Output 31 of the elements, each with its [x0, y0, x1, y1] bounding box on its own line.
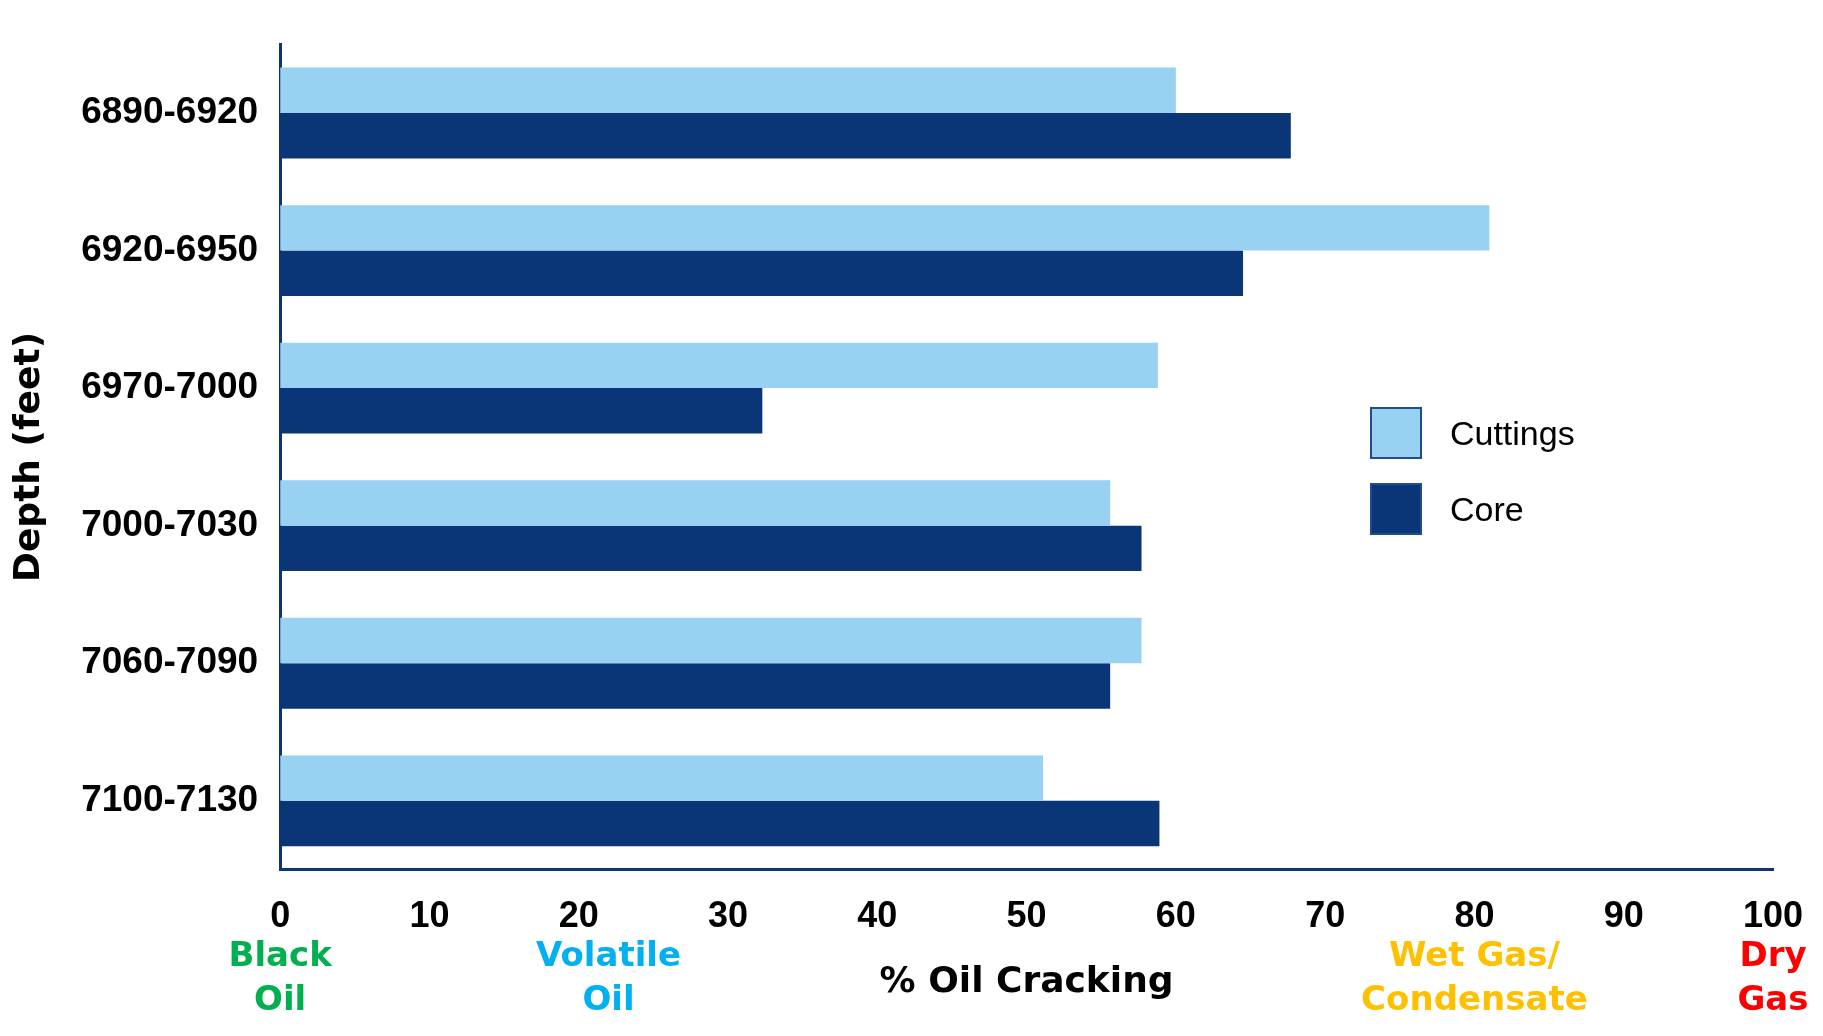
text: Black Oil [228, 934, 334, 1019]
bar [280, 480, 1111, 526]
y-tick-label: 7060-7090 [81, 640, 259, 682]
text: Wet Gas/ Condensate [1361, 934, 1588, 1019]
x-tick-label: 40 [857, 894, 898, 936]
y-tick-label: 6890-6920 [81, 90, 259, 132]
bar [280, 205, 1490, 251]
y-tick-label: 7100-7130 [81, 778, 259, 820]
x-tick-label: 0 [270, 894, 291, 936]
x-tick-label: 20 [558, 894, 599, 936]
x-tick-label: 30 [707, 894, 749, 936]
x-tick-label: 80 [1454, 894, 1495, 936]
x-tick-label: 50 [1006, 894, 1047, 936]
legend-label: Cuttings [1449, 413, 1575, 453]
text: Volatile Oil [536, 934, 682, 1019]
y-tick-label: 7000-7030 [81, 502, 259, 544]
text: Dry Gas [1737, 934, 1809, 1019]
x-tick-label: 90 [1603, 894, 1644, 936]
y-tick-label: 6970-7000 [81, 365, 259, 407]
bar [280, 617, 1142, 664]
bar [280, 755, 1043, 801]
bar [280, 67, 1176, 113]
bar [280, 342, 1158, 389]
y-axis-title: Depth (feet) [5, 331, 47, 582]
x-tick-label: 100 [1742, 894, 1804, 936]
legend-label: Core [1449, 489, 1524, 529]
y-tick-label: 6920-6950 [81, 227, 259, 269]
x-tick-label: 70 [1305, 894, 1346, 936]
x-tick-label: 10 [409, 894, 450, 936]
x-axis-title: % Oil Cracking [879, 958, 1174, 1000]
x-tick-label: 60 [1155, 894, 1196, 936]
